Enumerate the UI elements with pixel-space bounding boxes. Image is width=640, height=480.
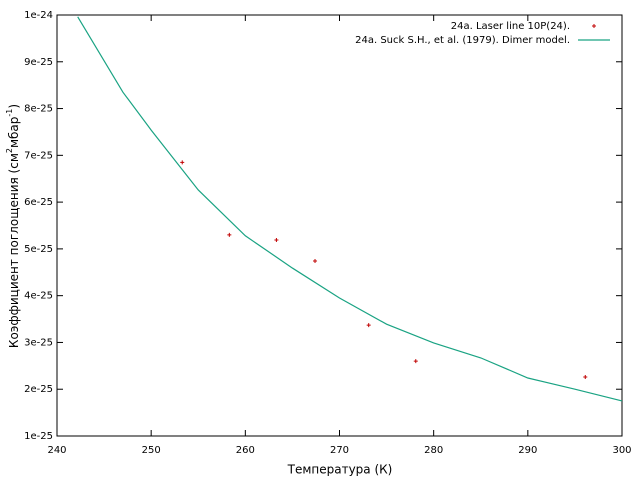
data-point (583, 375, 588, 380)
y-tick-label: 1e-25 (24, 431, 53, 442)
y-tick-label: 8e-25 (24, 104, 53, 115)
x-tick-label: 270 (330, 445, 349, 456)
data-point (227, 232, 232, 237)
y-tick-label: 7e-25 (24, 150, 53, 161)
plot-frame (56, 14, 623, 437)
x-axis-title: Температура (К) (287, 463, 393, 477)
x-tick-label: 280 (424, 445, 443, 456)
data-point (413, 359, 418, 364)
data-line (77, 16, 623, 402)
y-tick-label: 4e-25 (24, 291, 53, 302)
y-tick-label: 2e-25 (24, 384, 53, 395)
legend-label: 24a. Suck S.H., et al. (1979). Dimer mod… (355, 35, 570, 46)
legend-label: 24a. Laser line 10P(24). (451, 21, 570, 32)
legend-swatch (592, 24, 596, 28)
data-point (366, 323, 371, 328)
data-point (274, 238, 279, 243)
x-tick-label: 240 (47, 445, 66, 456)
x-tick-label: 290 (518, 445, 537, 456)
y-tick-label: 5e-25 (24, 244, 53, 255)
y-tick-label: 1e-24 (24, 10, 53, 21)
x-tick-label: 260 (236, 445, 255, 456)
x-tick-label: 300 (612, 445, 631, 456)
data-point (313, 259, 318, 264)
y-tick-label: 3e-25 (24, 337, 53, 348)
data-point (180, 160, 185, 165)
x-tick-label: 250 (142, 445, 161, 456)
y-tick-label: 6e-25 (24, 197, 53, 208)
y-axis-title: Коэффициент поглощения (см2мбар-1) (5, 104, 21, 348)
y-tick-label: 9e-25 (24, 57, 53, 68)
